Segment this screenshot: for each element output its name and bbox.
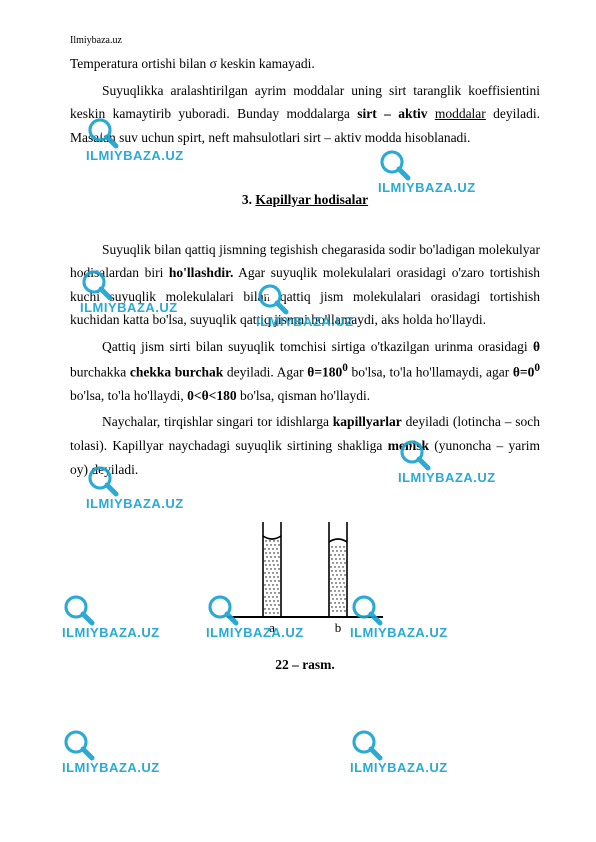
p3-bold: ho'llashdir. <box>169 265 233 280</box>
watermark: ILMIYBAZA.UZ <box>350 730 500 776</box>
paragraph-2: Suyuqlikka aralashtirilgan ayrim moddala… <box>70 79 540 150</box>
p4-bold-d: chekka burchak <box>130 364 223 379</box>
p4-theta-1: θ <box>533 339 540 354</box>
section-number: 3. <box>242 192 256 207</box>
svg-text:a: a <box>269 620 275 635</box>
page-content: Ilmiybaza.uz Temperatura ortishi bilan σ… <box>70 35 540 673</box>
section-title: 3. Kapillyar hodisalar <box>70 192 540 208</box>
paragraph-3: Suyuqlik bilan qattiq jismning tegishish… <box>70 238 540 333</box>
paragraph-1: Temperatura ortishi bilan σ keskin kamay… <box>70 52 540 76</box>
p5-run-a: Naychalar, tirqishlar singari tor idishl… <box>102 414 333 429</box>
p2-bold: sirt – aktiv <box>357 106 435 121</box>
section-title-text: Kapillyar hodisalar <box>255 192 368 207</box>
p4-sup-h: 0 <box>534 362 540 374</box>
p4-bold-f: θ=180 <box>307 364 342 379</box>
paragraph-4: Qattiq jism sirti bilan suyuqlik tomchis… <box>70 335 540 407</box>
figure-caption: 22 – rasm. <box>70 657 540 673</box>
p4-run-a: Qattiq jism sirti bilan suyuqlik tomchis… <box>102 339 533 354</box>
p4-run-g: bo'lsa, to'la ho'llamaydi, agar <box>348 364 513 379</box>
svg-text:ILMIYBAZA.UZ: ILMIYBAZA.UZ <box>350 760 448 775</box>
svg-text:ILMIYBAZA.UZ: ILMIYBAZA.UZ <box>62 760 160 775</box>
p4-run-e: deyiladi. Agar <box>223 364 307 379</box>
p4-run-i: bo'lsa, to'la ho'llaydi, <box>70 388 187 403</box>
figure-22-svg: ab <box>205 507 405 647</box>
p4-run-c: burchakka <box>70 364 130 379</box>
p5-bold-d: menisk <box>388 438 429 453</box>
figure-22: ab 22 – rasm. <box>70 507 540 673</box>
p2-underline: moddalar <box>435 106 486 121</box>
p4-bold-j: 0<θ<180 <box>187 388 236 403</box>
site-label: Ilmiybaza.uz <box>70 35 540 46</box>
p4-run-k: bo'lsa, qisman ho'llaydi. <box>237 388 370 403</box>
watermark: ILMIYBAZA.UZ <box>62 730 212 776</box>
p5-bold-b: kapillyarlar <box>333 414 402 429</box>
svg-text:b: b <box>335 620 342 635</box>
p4-bold-h: θ=0 <box>513 364 535 379</box>
paragraph-5: Naychalar, tirqishlar singari tor idishl… <box>70 410 540 481</box>
